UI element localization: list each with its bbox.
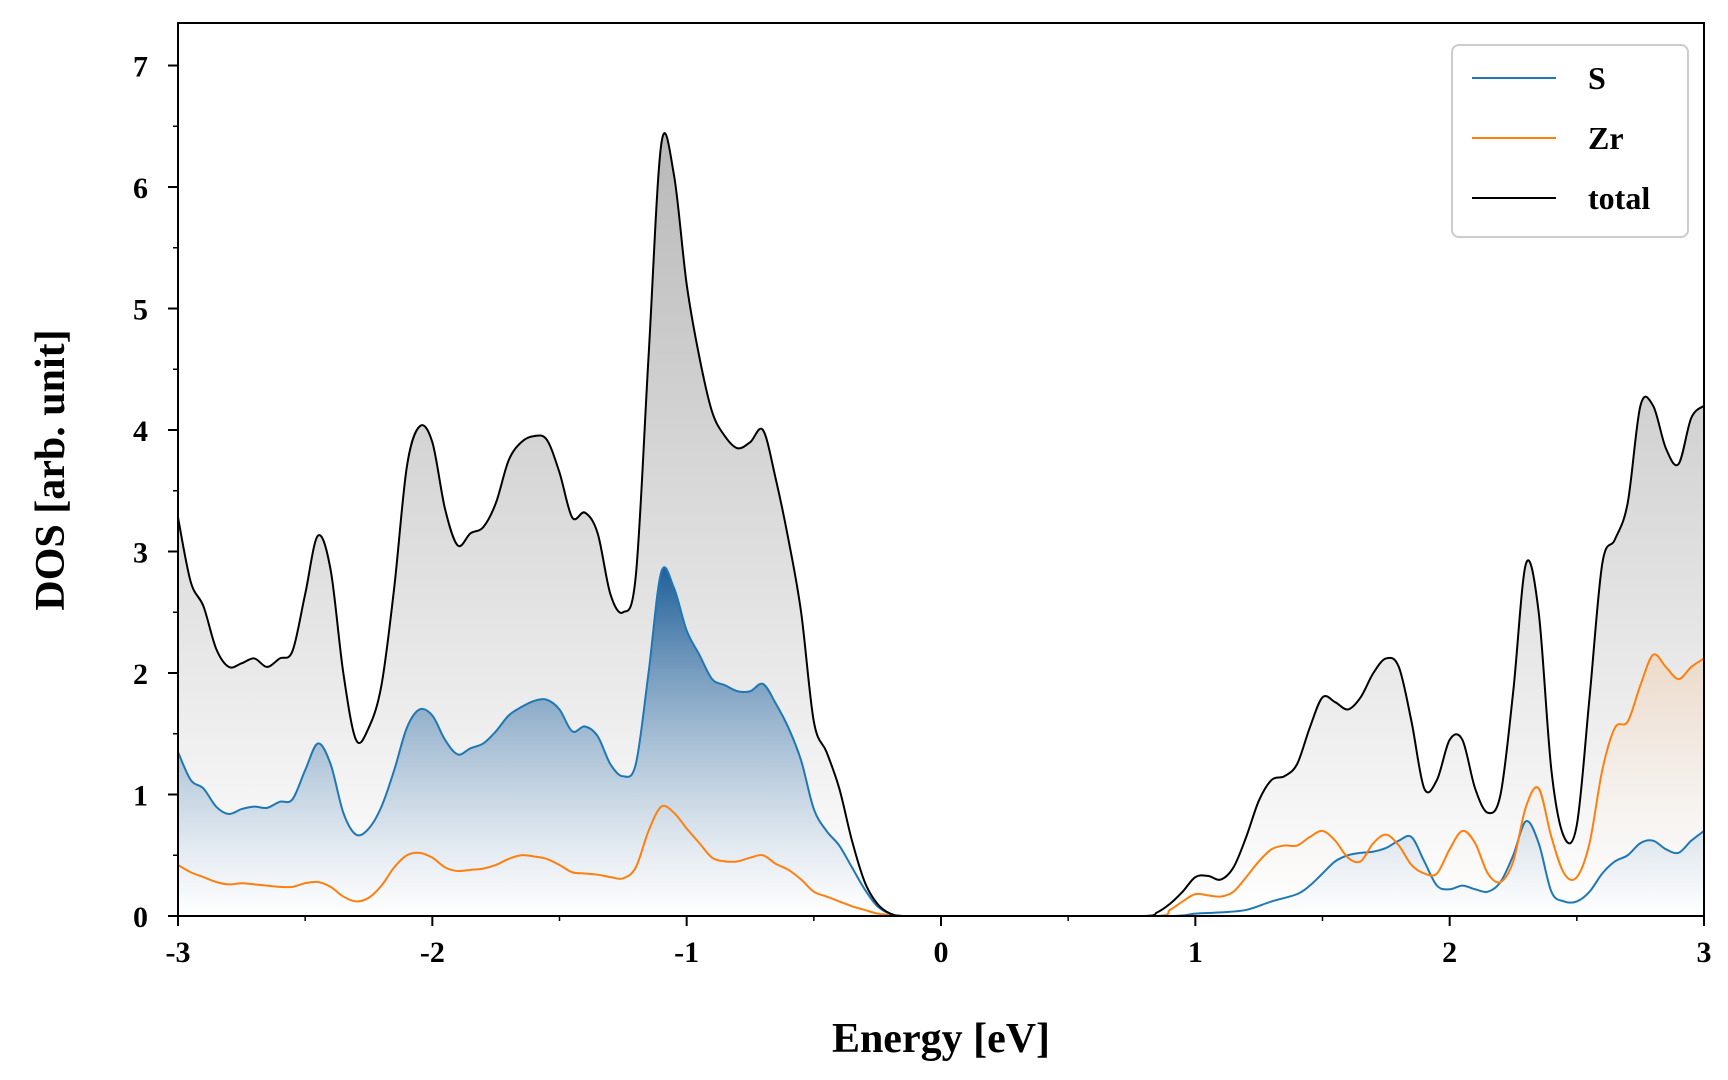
- y-tick-label: 0: [133, 901, 148, 934]
- y-tick-label: 4: [133, 415, 148, 448]
- y-tick-label: 5: [133, 294, 148, 327]
- y-tick-label: 6: [133, 172, 148, 205]
- axes: -3 -2 -1 0 1 2 3 0 1 2 3 4 5 6 7: [133, 51, 1712, 969]
- x-tick-label: -1: [674, 936, 699, 969]
- fill-area-zr: [178, 654, 1704, 916]
- x-tick-label: -2: [420, 936, 445, 969]
- y-tick-label: 7: [133, 51, 148, 84]
- legend: S Zr total: [1451, 44, 1689, 238]
- y-tick-label: 1: [133, 780, 148, 813]
- y-tick-label: 2: [133, 658, 148, 691]
- legend-label-total: total: [1588, 180, 1650, 216]
- y-tick-label: 3: [133, 537, 148, 570]
- legend-label-zr: Zr: [1588, 120, 1624, 156]
- dos-lines: [177, 132, 1705, 918]
- fill-area-s: [178, 567, 1704, 916]
- series-line-total: [177, 132, 1705, 918]
- x-tick-label: -3: [166, 936, 191, 969]
- x-tick-label: 1: [1188, 936, 1203, 969]
- legend-label-s: S: [1588, 60, 1606, 96]
- x-tick-label: 2: [1442, 936, 1457, 969]
- y-axis-label: DOS [arb. unit]: [28, 329, 74, 610]
- series-line-s: [177, 566, 1705, 918]
- dos-fills: [178, 133, 1704, 916]
- x-axis-label: Energy [eV]: [832, 1016, 1050, 1062]
- x-tick-label: 0: [934, 936, 949, 969]
- series-line-zr: [177, 653, 1705, 918]
- x-tick-label: 3: [1697, 936, 1712, 969]
- legend-box: [1451, 44, 1689, 238]
